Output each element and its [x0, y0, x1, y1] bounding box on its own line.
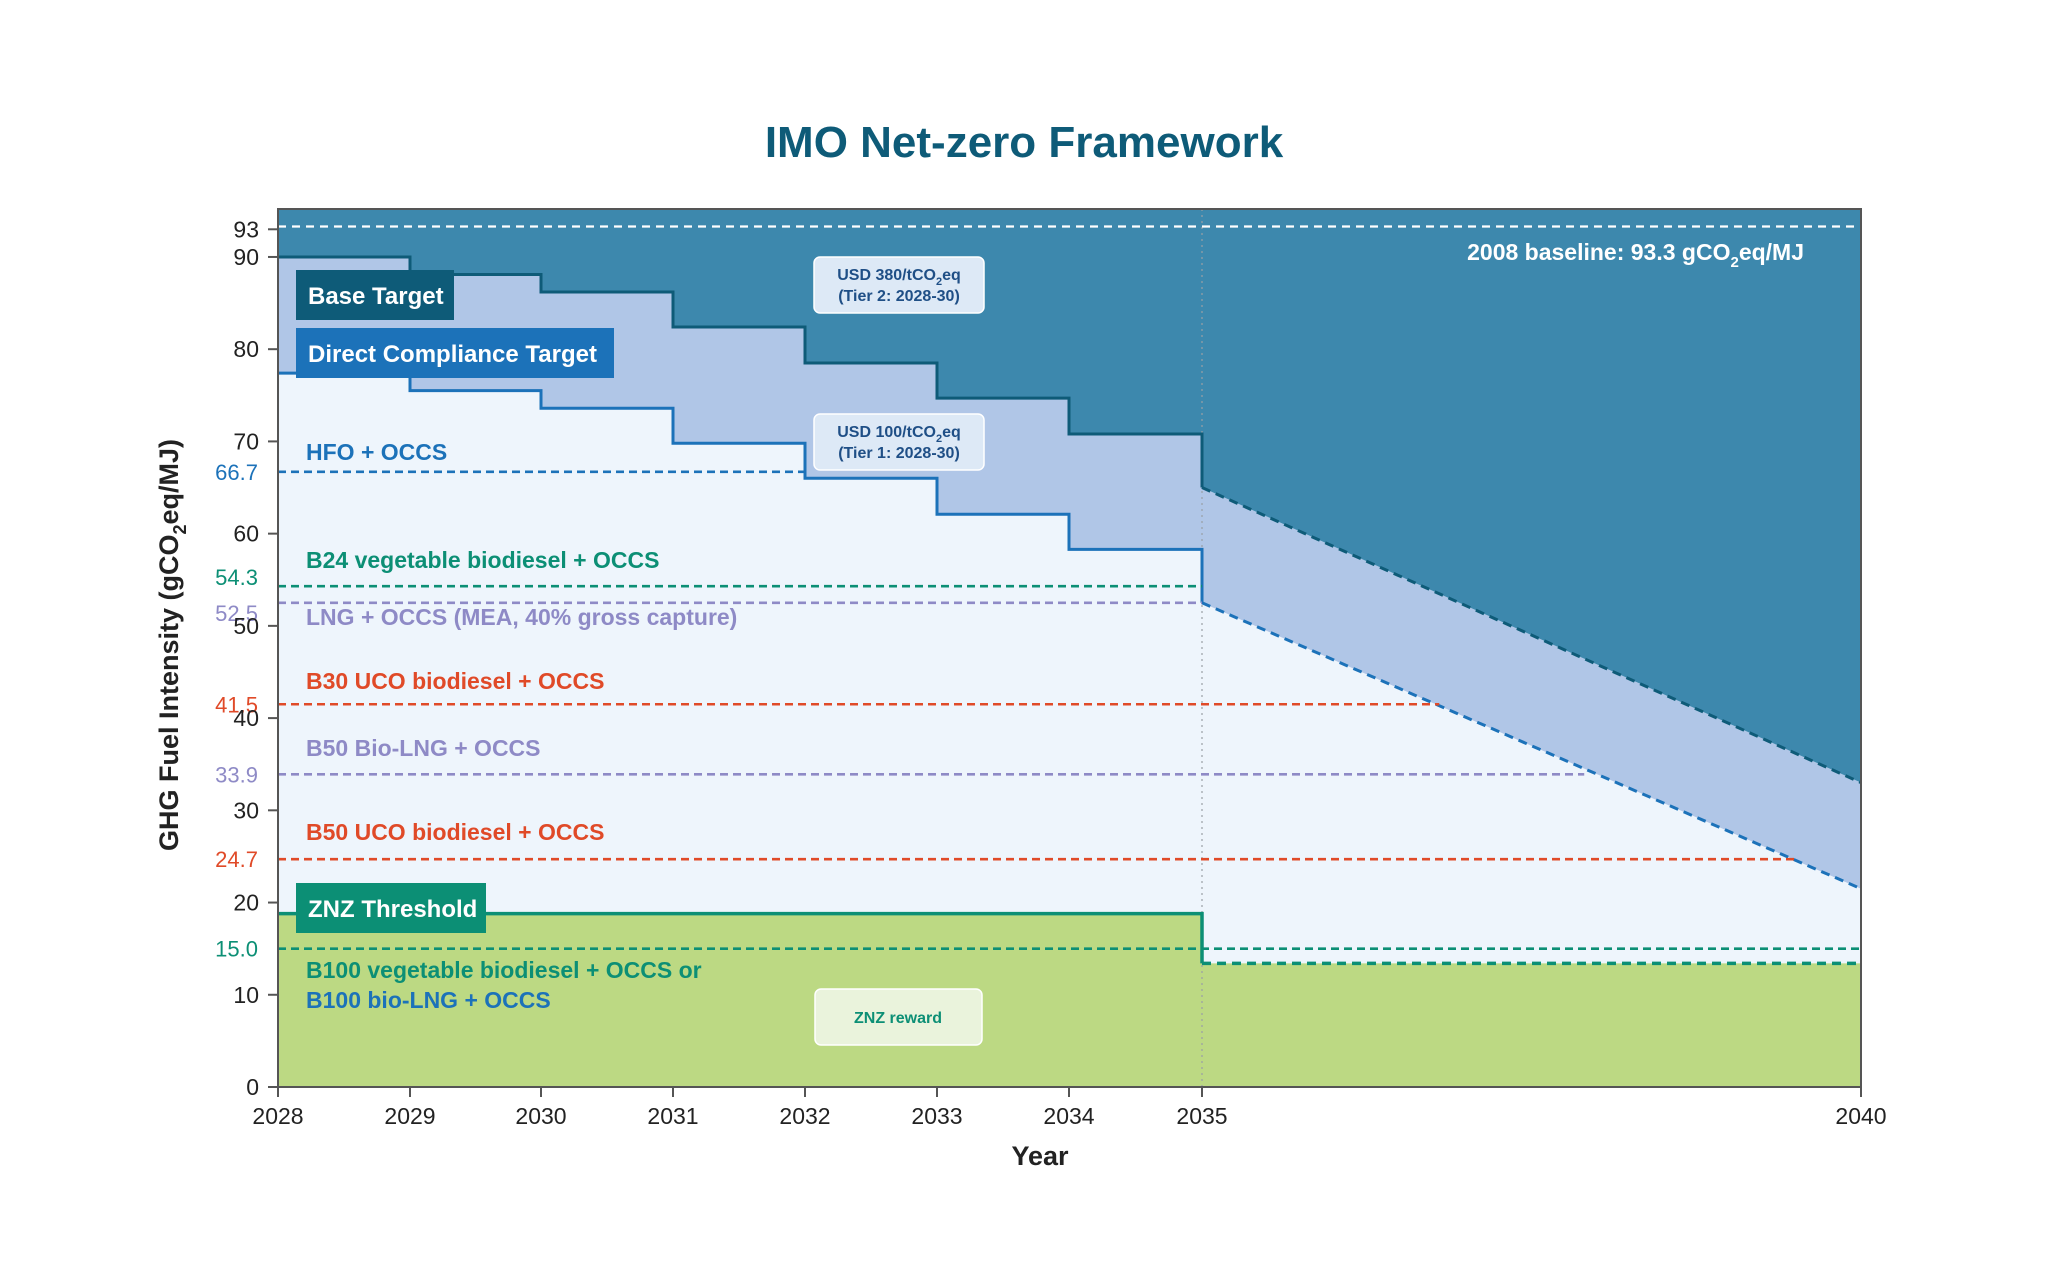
x-tick-label: 2031 — [647, 1103, 698, 1129]
znz-threshold-tag-box — [296, 883, 486, 933]
base-target-tag-label: Base Target — [308, 283, 444, 310]
y-tick-label: 0 — [246, 1074, 259, 1100]
fuel-value-label: 66.7 — [215, 460, 258, 485]
y-tick-label: 90 — [233, 244, 259, 270]
y-tick-label: 60 — [233, 521, 259, 547]
price-box-line2: (Tier 1: 2028-30) — [838, 445, 960, 462]
direct-target-tag-label: Direct Compliance Target — [308, 341, 597, 368]
base-target-projection — [1201, 486, 1862, 785]
price-box — [813, 413, 985, 471]
fuel-label: B100 bio-LNG + OCCS — [306, 987, 551, 1013]
y-axis-title: GHG Fuel Intensity (gCO2eq/MJ) — [154, 439, 190, 851]
price-boxes: USD 380/tCO2eq(Tier 2: 2028-30) USD 100/t… — [813, 256, 985, 1046]
y-tick-label: 30 — [233, 797, 259, 823]
page-title: IMO Net-zero Framework — [764, 118, 1284, 167]
x-axis-title: Year — [1011, 1141, 1069, 1171]
x-tick-label: 2040 — [1835, 1103, 1886, 1129]
znz-threshold-line — [278, 911, 1204, 964]
y-tick-label: 10 — [233, 982, 259, 1008]
price-box-line1: USD 100/tCO2eq — [837, 424, 961, 445]
base-area — [278, 209, 1861, 783]
target-tags: Base Target Direct Compliance Target ZNZ T… — [296, 270, 614, 933]
fuel-value-label: 52.5 — [215, 601, 258, 626]
fuel-label: B100 vegetable biodiesel + OCCS or — [306, 957, 702, 983]
fuel-label: B30 UCO biodiesel + OCCS — [306, 668, 604, 694]
fuel-value-label: 33.9 — [215, 762, 258, 787]
fuel-label: B24 vegetable biodiesel + OCCS — [306, 547, 659, 573]
price-box-line1: USD 380/tCO2eq — [837, 267, 961, 288]
y-tick-label: 20 — [233, 890, 259, 916]
x-tick-label: 2030 — [515, 1103, 566, 1129]
znz-threshold-tag-label: ZNZ Threshold — [308, 896, 477, 923]
y-tick-label: 70 — [233, 428, 259, 454]
fuel-value-label: 24.7 — [215, 847, 258, 872]
direct-target-tag-box — [296, 328, 614, 378]
znz-reward-box — [814, 988, 983, 1046]
price-box — [813, 256, 985, 314]
direct-target-line — [278, 371, 1204, 603]
x-tick-label: 2032 — [779, 1103, 830, 1129]
znz-reward-label: ZNZ reward — [854, 1010, 942, 1027]
fuel-value-label: 41.5 — [215, 692, 258, 717]
fuel-label: B50 UCO biodiesel + OCCS — [306, 819, 604, 845]
fuel-label: HFO + OCCS — [306, 439, 447, 465]
x-tick-label: 2034 — [1043, 1103, 1094, 1129]
base-target-tag-box — [296, 270, 454, 320]
x-tick-label: 2033 — [911, 1103, 962, 1129]
znz-area — [278, 913, 1861, 1087]
x-tick-label: 2028 — [252, 1103, 303, 1129]
x-tick-label: 2035 — [1176, 1103, 1227, 1129]
y-tick-label: 50 — [233, 613, 259, 639]
fuel-label: B50 Bio-LNG + OCCS — [306, 735, 541, 761]
y-tick-label: 93 — [233, 216, 259, 242]
y-tick-label: 40 — [233, 705, 259, 731]
axes: GHG Fuel Intensity (gCO2eq/MJ) Year 0102… — [154, 208, 1887, 1171]
fuel-value-label: 54.3 — [215, 565, 258, 590]
x-tick-label: 2029 — [384, 1103, 435, 1129]
y-tick-label: 80 — [233, 336, 259, 362]
fuel-label: LNG + OCCS (MEA, 40% gross capture) — [306, 604, 737, 630]
price-box-line2: (Tier 2: 2028-30) — [838, 288, 960, 305]
fuel-value-label: 15.0 — [215, 937, 258, 962]
